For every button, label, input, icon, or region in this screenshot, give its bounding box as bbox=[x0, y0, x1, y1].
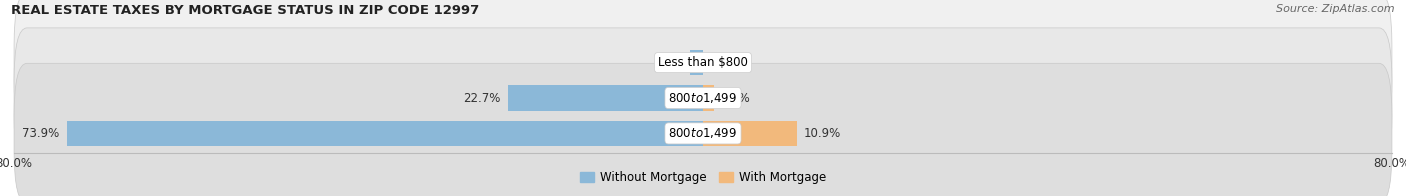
Text: 10.9%: 10.9% bbox=[804, 127, 841, 140]
Text: REAL ESTATE TAXES BY MORTGAGE STATUS IN ZIP CODE 12997: REAL ESTATE TAXES BY MORTGAGE STATUS IN … bbox=[11, 4, 479, 17]
Bar bbox=[508, 85, 703, 111]
Text: $800 to $1,499: $800 to $1,499 bbox=[668, 126, 738, 140]
FancyBboxPatch shape bbox=[14, 63, 1392, 196]
Text: Source: ZipAtlas.com: Source: ZipAtlas.com bbox=[1277, 4, 1395, 14]
Bar bbox=[690, 50, 703, 75]
Text: 0.0%: 0.0% bbox=[710, 56, 740, 69]
FancyBboxPatch shape bbox=[14, 28, 1392, 168]
Bar bbox=[66, 121, 703, 146]
Text: 1.5%: 1.5% bbox=[654, 56, 683, 69]
Text: 73.9%: 73.9% bbox=[22, 127, 59, 140]
Text: $800 to $1,499: $800 to $1,499 bbox=[668, 91, 738, 105]
Text: 1.3%: 1.3% bbox=[721, 92, 751, 104]
FancyBboxPatch shape bbox=[14, 0, 1392, 133]
Legend: Without Mortgage, With Mortgage: Without Mortgage, With Mortgage bbox=[575, 166, 831, 189]
Bar bbox=[703, 121, 797, 146]
Bar bbox=[703, 85, 714, 111]
Text: 22.7%: 22.7% bbox=[463, 92, 501, 104]
Text: Less than $800: Less than $800 bbox=[658, 56, 748, 69]
